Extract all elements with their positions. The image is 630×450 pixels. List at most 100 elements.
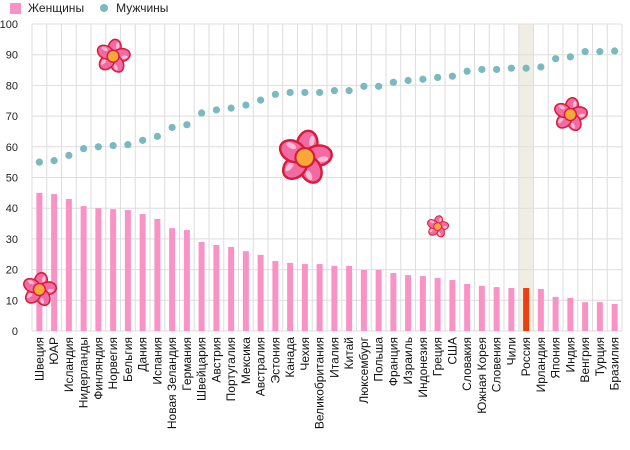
bar-women-Индонезия — [419, 276, 426, 331]
y-tick-label: 90 — [6, 50, 18, 62]
bar-women-Эстония — [272, 261, 279, 331]
flower-petal-highlight — [429, 228, 434, 233]
point-men-Греция — [434, 73, 442, 82]
point-men-Австралия — [257, 96, 265, 104]
point-men-Индия — [566, 53, 574, 61]
x-tick-label: Словакия — [460, 337, 474, 391]
x-axis-ticks: Швеция ЮАР Исландия Нидерланды Финляндия Норв… — [32, 336, 621, 429]
bar-women-Венгрия — [582, 302, 589, 331]
x-tick-label: Турция — [593, 337, 607, 376]
x-tick-label: Дания — [136, 337, 150, 372]
point-men-Россия — [522, 64, 530, 72]
flower-petal-highlight — [286, 142, 297, 150]
bar-women-Австрия — [213, 245, 220, 331]
bar-women-Польша — [375, 269, 382, 331]
point-men-Бразилия — [611, 47, 619, 55]
bar-women-Китай — [346, 265, 353, 331]
bar-women-Исландия — [65, 198, 72, 331]
point-men-Франция — [389, 78, 397, 86]
x-tick-label: Швеция — [32, 337, 46, 381]
scatter-series-men — [35, 47, 619, 166]
bar-women-Чили — [508, 288, 515, 331]
flower-petal-highlight — [115, 42, 120, 50]
point-men-ЮАР — [50, 157, 58, 165]
x-tick-label: Южная Корея — [475, 337, 489, 414]
flower-petal-highlight — [100, 59, 107, 65]
x-tick-label: Италия — [327, 337, 341, 378]
point-men-Канада — [286, 88, 294, 97]
bar-women-Греция — [434, 277, 441, 331]
grid-layer — [31, 23, 623, 332]
point-men-Чехия — [301, 88, 309, 97]
bar-women-Индия — [567, 297, 574, 331]
point-men-США — [448, 72, 456, 80]
bar-women-Чехия — [301, 264, 308, 331]
point-men-Германия — [183, 121, 191, 129]
flower-center — [32, 282, 47, 297]
bar-women-Люксембург — [360, 269, 367, 331]
x-tick-label: Венгрия — [578, 337, 592, 383]
legend: Женщины Мужчины — [10, 0, 168, 16]
bar-women-Бразилия — [611, 303, 618, 331]
flower-petal-highlight — [39, 297, 45, 304]
flower-center — [563, 107, 578, 122]
y-tick-label: 50 — [6, 173, 18, 185]
point-men-Индонезия — [419, 75, 427, 83]
point-men-Исландия — [65, 151, 73, 159]
x-tick-label: Мексика — [239, 337, 253, 384]
x-tick-label: Эстония — [268, 337, 282, 384]
point-men-Словения — [493, 65, 501, 74]
flower-petal-highlight — [570, 122, 576, 129]
bar-women-Япония — [552, 296, 559, 331]
flower-petal-highlight — [113, 64, 118, 71]
legend-women-label: Женщины — [28, 1, 85, 15]
point-men-Люксембург — [360, 82, 368, 90]
bar-women-Дания — [139, 214, 146, 331]
x-tick-label: Китай — [342, 337, 356, 369]
x-tick-label: Израиль — [401, 337, 415, 384]
point-men-Южная Корея — [478, 65, 486, 74]
point-men-Норвегия — [109, 141, 117, 150]
y-axis-ticks: 0 10 20 30 40 50 60 70 80 90 100 — [0, 19, 18, 338]
flower-petal-highlight — [121, 55, 128, 59]
flower-petal-highlight — [42, 275, 46, 283]
bar-women-Ирландия — [537, 288, 544, 331]
flower-petal-highlight — [573, 100, 577, 108]
bar-women-Великобритания — [316, 264, 323, 331]
point-men-Ирландия — [537, 63, 545, 71]
x-tick-label: Польша — [372, 337, 386, 382]
x-tick-label: Финляндия — [91, 337, 105, 400]
x-tick-label: Португалия — [224, 337, 238, 401]
bar-women-Израиль — [405, 275, 412, 331]
point-men-Италия — [330, 87, 338, 95]
x-tick-label: Новая Зеландия — [165, 337, 179, 429]
flower-center — [433, 222, 442, 231]
flower-petal-highlight — [557, 117, 564, 124]
point-men-Израиль — [404, 76, 412, 85]
point-men-Мексика — [242, 101, 250, 109]
flower-petal-highlight — [26, 292, 33, 299]
point-men-Китай — [345, 87, 353, 95]
bar-women-Германия — [183, 229, 190, 331]
bar-women-Бельгия — [124, 210, 131, 331]
legend-men-swatch — [100, 4, 109, 12]
point-men-Дания — [139, 136, 147, 144]
bar-women-Россия — [523, 288, 530, 331]
x-tick-label: Австрия — [209, 337, 223, 383]
x-tick-label: Словения — [490, 337, 504, 392]
x-tick-label: Исландия — [62, 337, 76, 392]
bar-women-Новая Зеландия — [169, 228, 176, 331]
flower-petal-highlight — [317, 156, 329, 162]
legend-women-swatch — [10, 2, 21, 14]
flower-icon — [23, 271, 58, 307]
bar-women-Словения — [493, 287, 500, 331]
point-men-Словакия — [463, 67, 471, 75]
bar-women-Португалия — [228, 246, 235, 331]
bar-women-Швейцария — [198, 241, 205, 331]
bar-series-women — [36, 192, 618, 331]
bar-women-Турция — [596, 302, 603, 331]
y-tick-label: 20 — [6, 265, 18, 277]
x-tick-label: ЮАР — [47, 337, 61, 365]
point-men-Турция — [596, 48, 604, 56]
